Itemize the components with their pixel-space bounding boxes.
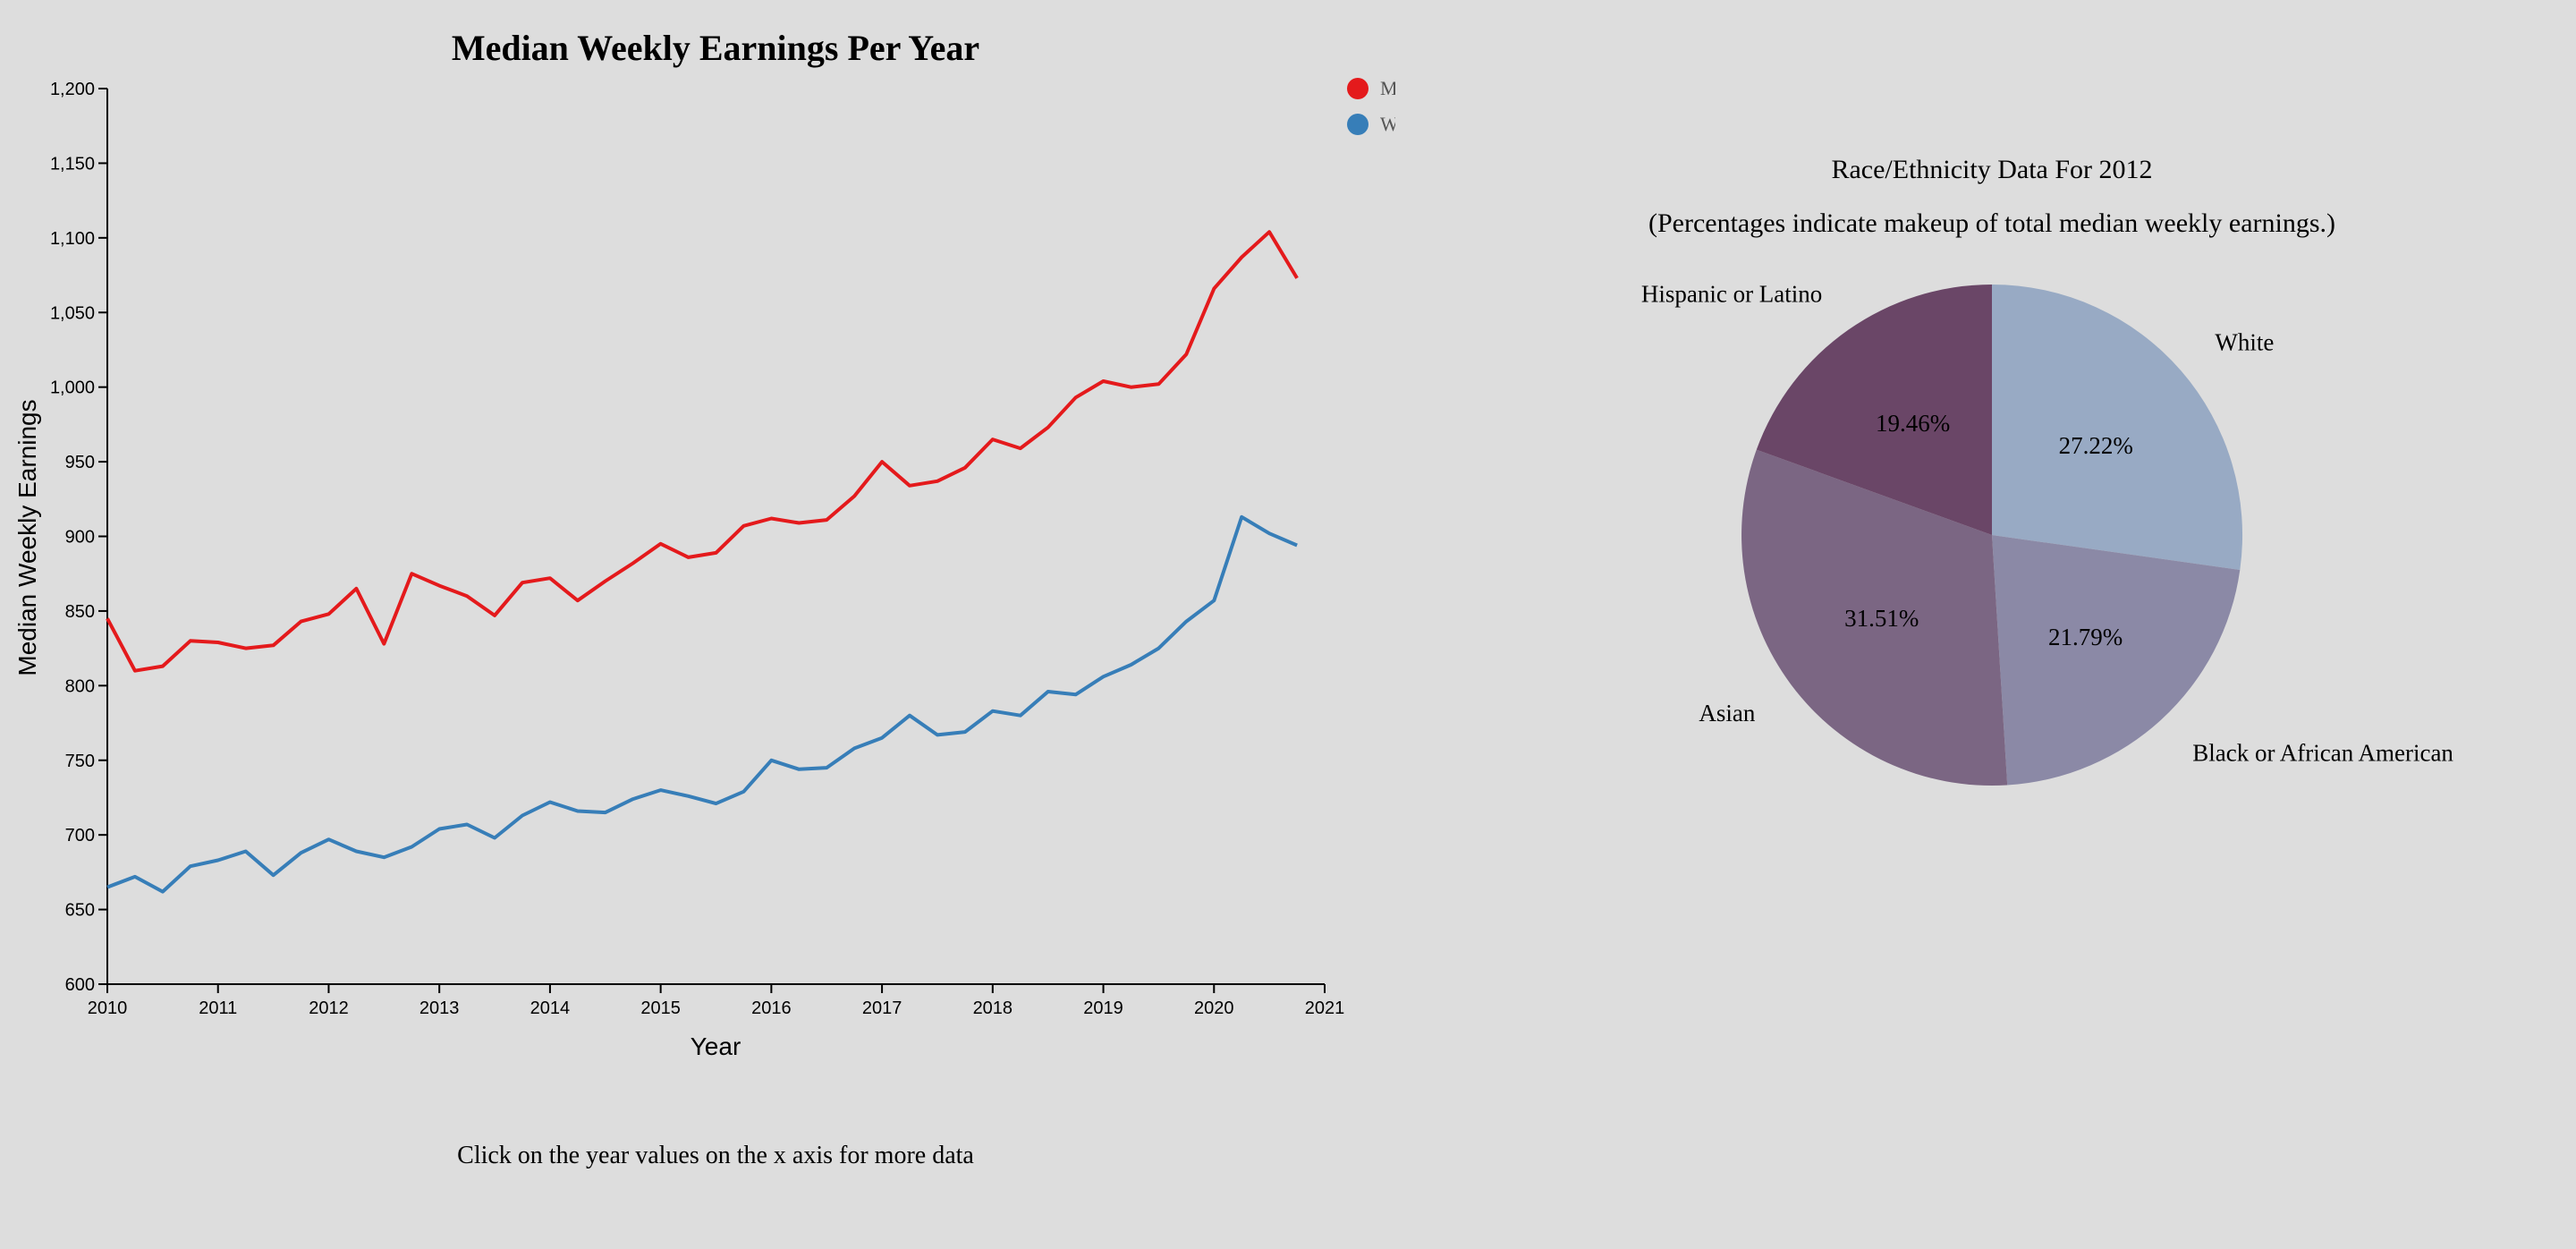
x-tick-label-2013[interactable]: 2013 — [419, 998, 460, 1018]
series-line-women — [106, 514, 1298, 894]
series-lines — [106, 230, 1299, 894]
y-tick-label: 850 — [65, 602, 95, 622]
x-axis: 2010 2011 2012 2013 2014 2015 2016 2017 2018 2019… — [88, 983, 1345, 1018]
earnings-line-chart: Median Weekly Earnings Per Year 600 650 70… — [13, 28, 1395, 1169]
y-tick-label: 900 — [65, 528, 95, 548]
pie-category-label-hispanic-or-latino: Hispanic or Latino — [1641, 281, 1822, 308]
x-tick-label-2012[interactable]: 2012 — [309, 998, 349, 1018]
y-tick-label: 1,000 — [50, 378, 95, 398]
x-tick-label-2014[interactable]: 2014 — [530, 998, 571, 1018]
y-tick-label: 950 — [65, 453, 95, 472]
y-tick-label: 600 — [65, 975, 95, 995]
x-tick-label-2015[interactable]: 2015 — [640, 998, 681, 1018]
x-tick-label-2021[interactable]: 2021 — [1305, 998, 1345, 1018]
x-tick-label-2016[interactable]: 2016 — [751, 998, 792, 1018]
pie-category-label-white: White — [2215, 328, 2274, 355]
y-tick-label: 1,050 — [50, 303, 95, 323]
pie-chart-title: Race/Ethnicity Data For 2012 — [1831, 155, 2152, 184]
y-tick-label: 700 — [65, 826, 95, 845]
x-axis-label: Year — [691, 1032, 741, 1060]
y-tick-label: 650 — [65, 901, 95, 921]
x-tick-label-2020[interactable]: 2020 — [1194, 998, 1234, 1018]
x-tick-label-2010[interactable]: 2010 — [88, 998, 128, 1018]
series-line-men — [106, 230, 1299, 673]
pie-slice-black-or-african-american — [1992, 535, 2241, 786]
instruction-text: Click on the year values on the x axis f… — [457, 1142, 974, 1169]
pie-slice-white — [1992, 285, 2243, 570]
pie-slice-asian — [1741, 449, 2008, 786]
x-tick-label-2011[interactable]: 2011 — [199, 998, 237, 1018]
x-tick-label-2019[interactable]: 2019 — [1083, 998, 1123, 1018]
line-chart-title: Median Weekly Earnings Per Year — [452, 28, 979, 68]
legend-label-women: Women — [1380, 113, 1395, 135]
pie-pct-label-hispanic-or-latino: 19.46% — [1876, 410, 1950, 437]
legend-swatch-men — [1347, 78, 1368, 99]
legend: Men Women — [1347, 77, 1395, 135]
pie-pct-label-white: 27.22% — [2059, 432, 2133, 459]
y-axis: 600 650 700 750 800 850 900 950 1,000 1,050 1,100 1… — [50, 80, 108, 995]
pie-chart-subtitle: (Percentages indicate makeup of total me… — [1648, 208, 2335, 238]
legend-label-men: Men — [1380, 77, 1395, 99]
x-tick-label-2017[interactable]: 2017 — [862, 998, 902, 1018]
y-axis-label: Median Weekly Earnings — [13, 399, 41, 675]
y-tick-label: 800 — [65, 676, 95, 696]
y-tick-label: 1,200 — [50, 80, 95, 99]
pie-category-label-asian: Asian — [1699, 700, 1755, 726]
pie-slices: 27.22% White 21.79% Black or African Americ… — [1641, 281, 2453, 786]
pie-slice-hispanic-or-latino — [1756, 285, 1992, 535]
pie-pct-label-asian: 31.51% — [1844, 605, 1919, 632]
pie-pct-label-black-or-african-american: 21.79% — [2048, 624, 2123, 650]
x-tick-label-2018[interactable]: 2018 — [973, 998, 1013, 1018]
pie-category-label-black-or-african-american: Black or African American — [2192, 740, 2453, 767]
y-tick-label: 1,150 — [50, 154, 95, 174]
legend-swatch-women — [1347, 114, 1368, 135]
y-tick-label: 1,100 — [50, 229, 95, 249]
y-tick-label: 750 — [65, 752, 95, 771]
